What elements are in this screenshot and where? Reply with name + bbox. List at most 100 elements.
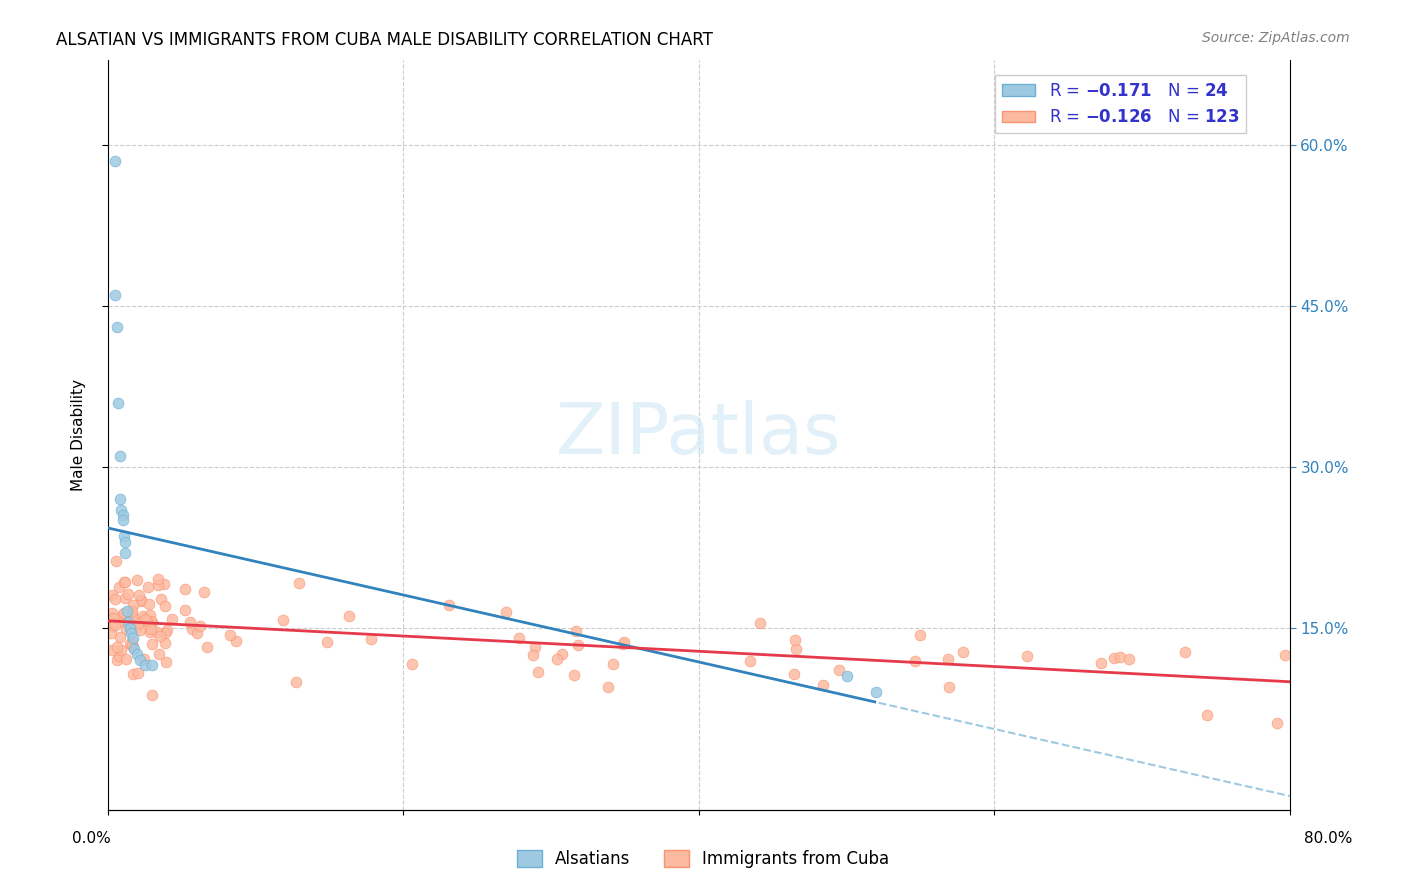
Point	[360, 632, 382, 646]
Point	[121, 634, 143, 648]
Point	[104, 591, 127, 606]
Legend: Alsatians, Immigrants from Cuba: Alsatians, Immigrants from Cuba	[510, 843, 896, 875]
Point	[114, 591, 136, 605]
Point	[110, 643, 132, 657]
Point	[114, 545, 136, 559]
Point	[134, 658, 156, 673]
Point	[173, 603, 195, 617]
Point	[904, 654, 927, 668]
Point	[115, 652, 138, 666]
Point	[567, 638, 589, 652]
Point	[104, 288, 127, 302]
Point	[783, 667, 806, 681]
Point	[612, 637, 634, 651]
Point	[111, 508, 134, 522]
Point	[193, 584, 215, 599]
Point	[910, 628, 932, 642]
Point	[100, 643, 122, 657]
Point	[105, 640, 128, 654]
Point	[112, 529, 135, 543]
Point	[153, 577, 176, 591]
Point	[138, 608, 160, 623]
Point	[118, 621, 141, 635]
Point	[141, 615, 163, 629]
Point	[523, 640, 546, 654]
Point	[124, 642, 146, 657]
Point	[811, 678, 834, 692]
Point	[938, 680, 960, 694]
Point	[1015, 648, 1038, 663]
Point	[111, 615, 134, 629]
Point	[179, 615, 201, 629]
Point	[128, 615, 150, 630]
Point	[103, 611, 125, 625]
Point	[100, 612, 122, 626]
Point	[835, 669, 858, 683]
Point	[155, 655, 177, 669]
Point	[153, 599, 176, 614]
Point	[139, 614, 162, 628]
Point	[104, 617, 127, 632]
Point	[131, 593, 153, 607]
Point	[104, 154, 127, 169]
Point	[783, 633, 806, 648]
Point	[131, 614, 153, 628]
Point	[401, 657, 423, 671]
Point	[122, 632, 145, 646]
Point	[108, 649, 131, 664]
Point	[121, 604, 143, 618]
Point	[105, 320, 128, 334]
Point	[129, 623, 152, 637]
Point	[174, 582, 197, 596]
Point	[149, 629, 172, 643]
Point	[134, 612, 156, 626]
Point	[103, 619, 125, 633]
Point	[110, 502, 132, 516]
Point	[115, 604, 138, 618]
Point	[288, 575, 311, 590]
Point	[101, 607, 124, 621]
Point	[522, 648, 544, 662]
Point	[111, 513, 134, 527]
Point	[112, 575, 135, 590]
Text: ALSATIAN VS IMMIGRANTS FROM CUBA MALE DISABILITY CORRELATION CHART: ALSATIAN VS IMMIGRANTS FROM CUBA MALE DI…	[56, 31, 713, 49]
Point	[1274, 648, 1296, 662]
Point	[153, 636, 176, 650]
Point	[105, 554, 128, 568]
Point	[127, 665, 149, 680]
Point	[121, 638, 143, 652]
Point	[128, 588, 150, 602]
Point	[562, 667, 585, 681]
Point	[153, 625, 176, 640]
Point	[315, 635, 337, 649]
Point	[748, 615, 770, 630]
Point	[125, 573, 148, 587]
Point	[125, 620, 148, 634]
Point	[132, 652, 155, 666]
Point	[148, 647, 170, 661]
Text: 0.0%: 0.0%	[72, 831, 111, 846]
Point	[785, 642, 807, 657]
Point	[114, 574, 136, 589]
Point	[122, 640, 145, 654]
Point	[122, 598, 145, 612]
Point	[107, 395, 129, 409]
Point	[108, 630, 131, 644]
Point	[138, 597, 160, 611]
Point	[598, 680, 620, 694]
Point	[186, 626, 208, 640]
Point	[108, 580, 131, 594]
Point	[127, 648, 149, 662]
Point	[149, 592, 172, 607]
Text: ZIPatlas: ZIPatlas	[555, 401, 842, 469]
Point	[105, 653, 128, 667]
Point	[508, 632, 530, 646]
Point	[117, 587, 139, 601]
Point	[120, 605, 142, 619]
Point	[132, 609, 155, 624]
Point	[120, 626, 142, 640]
Point	[141, 637, 163, 651]
Point	[118, 637, 141, 651]
Point	[136, 580, 159, 594]
Point	[156, 623, 179, 637]
